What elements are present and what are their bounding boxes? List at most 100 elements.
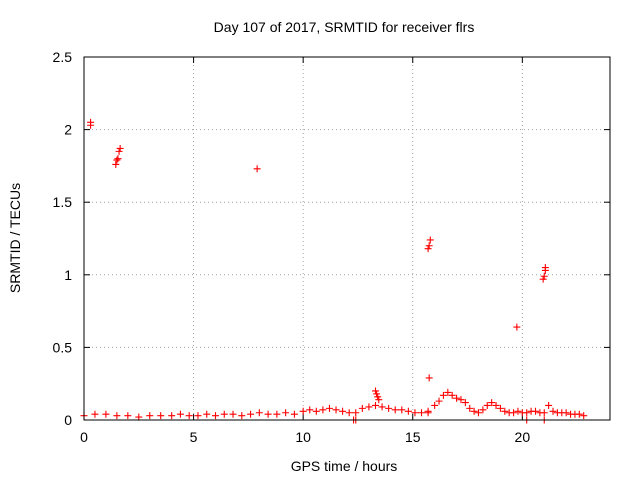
y-tick-label: 1 — [64, 267, 72, 283]
data-point — [124, 412, 132, 420]
data-point — [496, 404, 504, 412]
x-tick-label: 5 — [190, 429, 198, 445]
x-tick-label: 15 — [405, 429, 421, 445]
y-tick-label: 0 — [64, 412, 72, 428]
data-point — [426, 236, 434, 244]
data-point — [439, 391, 447, 399]
data-point — [453, 394, 461, 402]
data-point — [492, 401, 500, 409]
data-point — [319, 406, 327, 414]
data-point — [238, 412, 246, 420]
y-tick-label: 0.5 — [53, 339, 73, 355]
data-point — [375, 396, 383, 404]
data-point — [325, 404, 333, 412]
x-tick-label: 20 — [515, 429, 531, 445]
data-point — [540, 409, 548, 417]
data-point — [479, 406, 487, 414]
data-point — [513, 323, 521, 331]
point-layer — [80, 118, 588, 424]
data-point — [247, 410, 255, 418]
data-point — [352, 409, 360, 417]
chart-title: Day 107 of 2017, SRMTID for receiver flr… — [214, 19, 475, 35]
data-point — [431, 401, 439, 409]
data-point — [358, 404, 366, 412]
data-point — [378, 403, 386, 411]
data-point — [185, 412, 193, 420]
data-point — [345, 409, 353, 417]
data-point — [444, 388, 452, 396]
data-point — [523, 409, 531, 417]
data-point — [418, 409, 426, 417]
data-point — [470, 407, 478, 415]
data-point — [290, 410, 298, 418]
data-point — [391, 406, 399, 414]
data-point — [435, 397, 443, 405]
data-point — [466, 404, 474, 412]
data-point — [253, 165, 261, 173]
data-point — [461, 399, 469, 407]
data-point — [113, 412, 121, 420]
data-point — [87, 121, 95, 129]
data-point — [373, 390, 381, 398]
data-point — [282, 409, 290, 417]
data-point — [220, 410, 228, 418]
data-point — [371, 387, 379, 395]
data-point — [575, 410, 583, 418]
data-point — [312, 407, 320, 415]
data-point — [365, 403, 373, 411]
x-axis-label: GPS time / hours — [291, 458, 398, 474]
data-point — [374, 393, 382, 401]
data-point — [115, 147, 123, 155]
data-point — [549, 407, 557, 415]
y-tick-label: 2.5 — [53, 49, 73, 65]
data-point — [531, 407, 539, 415]
data-point — [371, 401, 379, 409]
data-point — [264, 410, 272, 418]
data-point — [541, 264, 549, 272]
y-tick-label: 1.5 — [53, 194, 73, 210]
data-point — [475, 409, 482, 417]
data-point — [457, 396, 465, 404]
data-point — [116, 144, 124, 152]
data-point — [157, 412, 165, 420]
data-point — [540, 272, 548, 280]
data-point — [146, 412, 154, 420]
data-point — [135, 413, 143, 421]
data-point — [514, 407, 522, 415]
x-tick-label: 10 — [295, 429, 311, 445]
data-point — [562, 409, 570, 417]
data-point — [273, 410, 281, 418]
data-point — [425, 242, 433, 250]
y-axis-label: SRMTID / TECUs — [7, 183, 23, 293]
data-point — [114, 155, 122, 163]
plot-frame — [83, 56, 611, 421]
data-point — [212, 412, 219, 420]
data-point — [306, 406, 314, 414]
data-point — [425, 374, 433, 382]
data-point — [411, 409, 419, 417]
data-point — [510, 409, 518, 417]
data-point — [102, 410, 110, 418]
data-point — [255, 409, 263, 417]
data-point — [299, 407, 307, 415]
data-point — [580, 412, 588, 420]
data-point — [501, 407, 509, 415]
data-point — [113, 156, 121, 164]
grid-layer — [84, 57, 610, 420]
data-point — [229, 410, 237, 418]
x-tick-label: 0 — [80, 429, 88, 445]
data-point — [339, 407, 347, 415]
data-point — [168, 412, 176, 420]
data-point — [488, 399, 496, 407]
data-point — [424, 407, 432, 415]
data-point — [332, 406, 340, 414]
data-point — [91, 410, 99, 418]
data-point — [448, 391, 456, 399]
data-point — [176, 410, 184, 418]
data-point — [483, 401, 491, 409]
data-point — [398, 406, 406, 414]
data-point — [194, 412, 202, 420]
y-tick-label: 2 — [64, 122, 72, 138]
